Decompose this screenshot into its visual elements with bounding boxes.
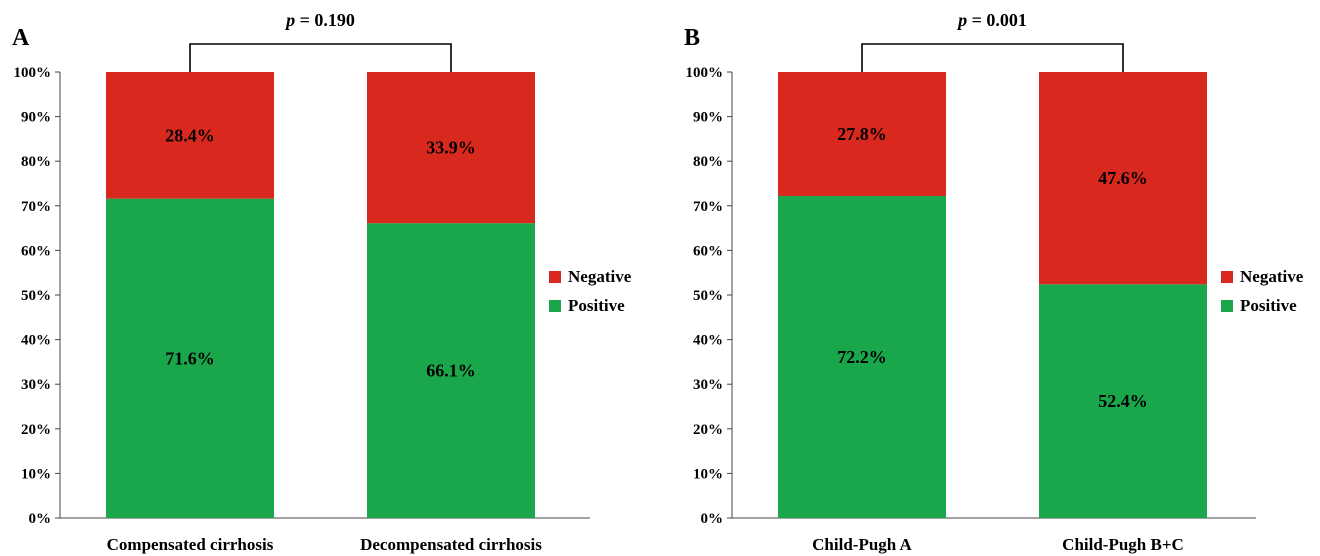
- p-symbol: p: [956, 10, 967, 30]
- data-label-positive: 72.2%: [837, 347, 887, 367]
- bar-positive-2: [367, 223, 535, 518]
- panel-label: B: [684, 25, 700, 51]
- y-tick-label: 80%: [21, 154, 51, 170]
- y-tick-label: 10%: [21, 466, 51, 482]
- data-label-negative: 28.4%: [165, 125, 215, 145]
- p-value: = 0.001: [967, 10, 1027, 30]
- p-value: = 0.190: [295, 10, 355, 30]
- y-tick-label: 80%: [693, 154, 723, 170]
- y-tick-label: 20%: [21, 422, 51, 438]
- y-tick-label: 20%: [693, 422, 723, 438]
- bar-negative-1: [778, 72, 946, 196]
- y-tick-label: 10%: [693, 466, 723, 482]
- data-label-positive: 66.1%: [426, 361, 476, 381]
- data-label-positive: 71.6%: [165, 348, 215, 368]
- bar-negative-1: [106, 72, 274, 199]
- y-tick-label: 90%: [21, 110, 51, 126]
- data-label-negative: 33.9%: [426, 138, 476, 158]
- bar-positive-2: [1039, 284, 1207, 518]
- bar-negative-2: [367, 72, 535, 224]
- p-value-label: p = 0.001: [956, 10, 1027, 30]
- data-label-positive: 52.4%: [1098, 391, 1148, 411]
- p-value-label: p = 0.190: [284, 10, 355, 30]
- y-tick-label: 30%: [693, 377, 723, 393]
- legend-label-negative: Negative: [568, 267, 632, 286]
- y-tick-label: 40%: [21, 333, 51, 349]
- x-category-label: Decompensated cirrhosis: [360, 535, 542, 554]
- y-tick-label: 90%: [693, 110, 723, 126]
- panel-label: A: [12, 25, 30, 51]
- bar-positive-1: [106, 198, 274, 518]
- bar-negative-2: [1039, 72, 1207, 285]
- legend-label-negative: Negative: [1240, 267, 1304, 286]
- y-tick-label: 60%: [21, 243, 51, 259]
- significance-bracket: [189, 43, 452, 72]
- legend-label-positive: Positive: [568, 296, 625, 315]
- legend-swatch-positive: [1221, 300, 1233, 312]
- y-tick-label: 70%: [693, 199, 723, 215]
- x-category-label: Child-Pugh A: [812, 535, 912, 554]
- y-tick-label: 0%: [29, 511, 52, 527]
- legend-swatch-positive: [549, 300, 561, 312]
- legend-swatch-negative: [1221, 271, 1233, 283]
- y-tick-label: 50%: [693, 288, 723, 304]
- y-tick-label: 40%: [693, 333, 723, 349]
- y-tick-label: 50%: [21, 288, 51, 304]
- data-label-negative: 27.8%: [837, 124, 887, 144]
- y-tick-label: 0%: [701, 511, 724, 527]
- legend-label-positive: Positive: [1240, 296, 1297, 315]
- y-tick-label: 100%: [14, 65, 52, 81]
- x-category-label: Child-Pugh B+C: [1062, 535, 1184, 554]
- y-tick-label: 60%: [693, 243, 723, 259]
- y-tick-label: 100%: [686, 65, 724, 81]
- legend-swatch-negative: [549, 271, 561, 283]
- x-category-label: Compensated cirrhosis: [107, 535, 274, 554]
- y-tick-label: 70%: [21, 199, 51, 215]
- p-symbol: p: [284, 10, 295, 30]
- bar-positive-1: [778, 195, 946, 518]
- y-tick-label: 30%: [21, 377, 51, 393]
- data-label-negative: 47.6%: [1098, 168, 1148, 188]
- significance-bracket: [861, 43, 1124, 72]
